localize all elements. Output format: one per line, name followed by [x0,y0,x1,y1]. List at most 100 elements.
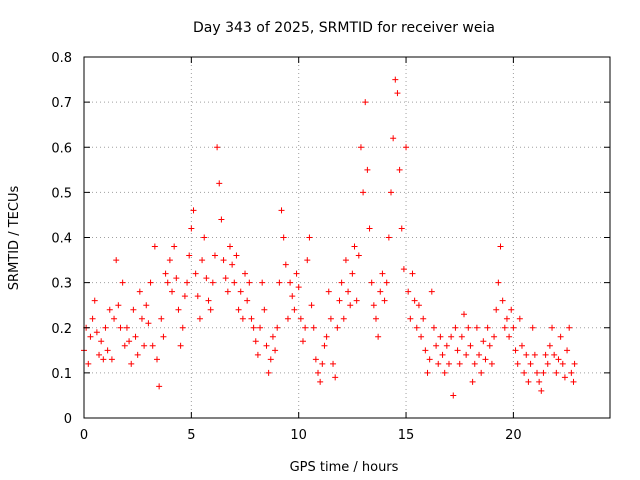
data-point [188,225,195,232]
data-point [488,360,495,367]
data-point [115,302,122,309]
data-point [390,135,397,142]
data-point [267,356,274,363]
data-point [143,302,150,309]
data-point [334,324,341,331]
data-point [407,315,414,322]
data-point [164,279,171,286]
data-point [422,347,429,354]
data-point [345,288,352,295]
data-point [93,329,100,336]
x-axis-label: GPS time / hours [290,460,399,475]
data-point [239,315,246,322]
data-point [478,369,485,376]
data-point [117,324,124,331]
data-point [218,216,225,223]
data-point [557,333,564,340]
data-point [330,360,337,367]
x-tick-label: 10 [290,428,307,443]
data-point [216,180,223,187]
data-point [147,279,154,286]
data-point [175,306,182,313]
data-point [370,302,377,309]
data-point [503,315,510,322]
data-point [190,207,197,214]
data-point [426,356,433,363]
data-point [527,360,534,367]
data-point [96,351,103,358]
data-point [381,297,388,304]
data-point [433,342,440,349]
data-point [383,279,390,286]
data-point [372,315,379,322]
data-point [452,324,459,331]
data-point [235,306,242,313]
data-point [289,293,296,300]
data-point [508,306,515,313]
data-point [476,351,483,358]
data-point [199,257,206,264]
data-point [192,270,199,277]
data-point [121,342,128,349]
data-point [529,324,536,331]
data-point [203,275,210,282]
axis-ticks: 0 0.1 0.2 0.3 0.4 0.5 0.6 0.7 0.8 0 5 10 15 20 [51,51,610,443]
data-point [538,387,545,394]
data-point [310,324,317,331]
data-point [265,369,272,376]
data-point [454,347,461,354]
data-point [108,356,115,363]
data-point [536,378,543,385]
data-point [173,275,180,282]
data-point [132,333,139,340]
data-point [368,279,375,286]
data-point [484,324,491,331]
data-point [261,306,268,313]
data-point [424,369,431,376]
data-point [392,76,399,83]
data-point [321,342,328,349]
data-point [347,302,354,309]
data-point [495,279,502,286]
data-point [134,351,141,358]
data-point [396,166,403,173]
data-point [525,378,532,385]
data-point [542,351,549,358]
data-point [506,333,513,340]
data-point [274,324,281,331]
y-tick-label: 0.5 [51,186,72,201]
data-point [409,270,416,277]
data-point [566,324,573,331]
x-tick-label: 5 [187,428,195,443]
x-tick-label: 15 [398,428,415,443]
data-point [153,356,160,363]
data-point [441,369,448,376]
data-point [375,333,382,340]
data-point [516,315,523,322]
data-point [559,360,566,367]
y-tick-label: 0 [64,412,72,427]
data-point [456,360,463,367]
data-point [302,324,309,331]
data-point [400,266,407,273]
data-point [415,302,422,309]
data-point [166,257,173,264]
data-point [521,369,528,376]
y-tick-label: 0.8 [51,51,72,66]
data-point [325,288,332,295]
data-point [338,279,345,286]
data-point [437,333,444,340]
data-point [445,360,452,367]
data-point [194,293,201,300]
data-point [420,315,427,322]
data-point [403,144,410,151]
data-point [231,279,238,286]
data-point [499,297,506,304]
data-point [461,311,468,318]
data-point [128,360,135,367]
data-point [561,374,568,381]
data-point [553,369,560,376]
data-point [220,257,227,264]
data-point [257,324,264,331]
